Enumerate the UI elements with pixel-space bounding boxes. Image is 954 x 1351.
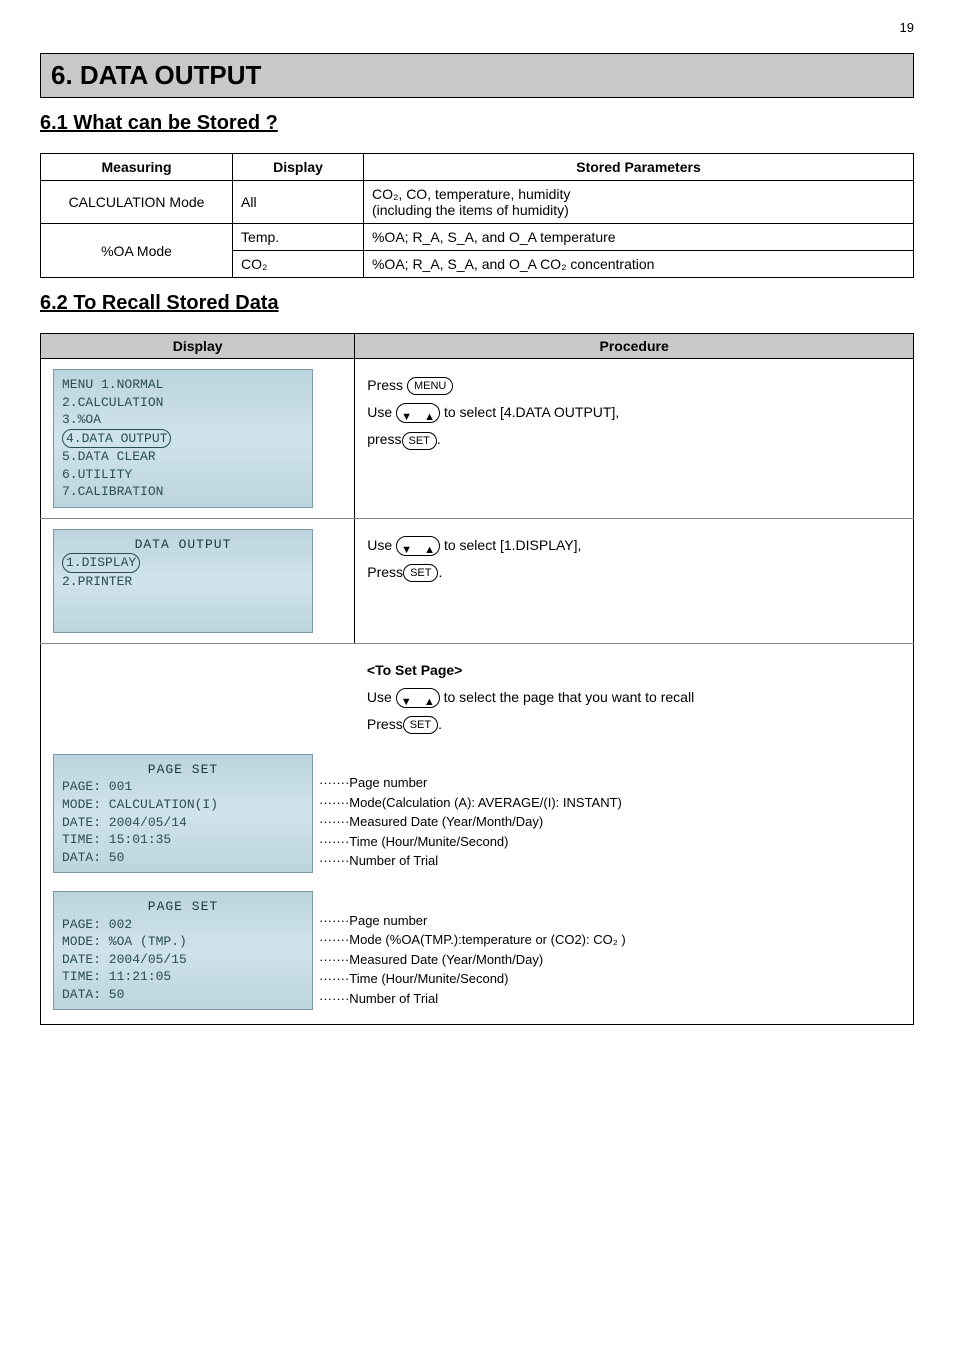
lcd-line: 3.%OA xyxy=(62,411,304,429)
annotation: ·······Time (Hour/Munite/Second) xyxy=(319,969,626,989)
lcd-page-set-1: PAGE SET PAGE: 001 MODE: CALCULATION(I) … xyxy=(53,754,313,873)
stored-params-table: Measuring Display Stored Parameters CALC… xyxy=(40,153,914,278)
updown-button-icon xyxy=(396,536,440,556)
lcd-line: 5.DATA CLEAR xyxy=(62,448,304,466)
set-button-icon: SET xyxy=(402,432,437,450)
table-row: %OA Mode Temp. %OA; R_A, S_A, and O_A te… xyxy=(41,224,914,251)
proc-heading: <To Set Page> xyxy=(367,659,901,681)
annotation: ·······Page number xyxy=(319,911,626,931)
annotation: ·······Measured Date (Year/Month/Day) xyxy=(319,950,626,970)
lcd-line: PAGE: 002 xyxy=(62,916,304,934)
lcd-line: MODE: CALCULATION(I) xyxy=(62,796,304,814)
annotation-block: ·······Page number ·······Mode (%OA(TMP.… xyxy=(313,891,626,1008)
subsection-6-2: 6.2 To Recall Stored Data xyxy=(40,292,914,315)
updown-button-icon xyxy=(396,403,440,423)
lcd-line: DATE: 2004/05/15 xyxy=(62,951,304,969)
table-row: CALCULATION Mode All CO₂, CO, temperatur… xyxy=(41,181,914,224)
lcd-page-set-2: PAGE SET PAGE: 002 MODE: %OA (TMP.) DATE… xyxy=(53,891,313,1010)
col-stored: Stored Parameters xyxy=(363,154,913,181)
annotation: ·······Mode(Calculation (A): AVERAGE/(I)… xyxy=(319,793,622,813)
cell: CALCULATION Mode xyxy=(41,181,233,224)
annotation: ·······Number of Trial xyxy=(319,989,626,1009)
col-procedure: Procedure xyxy=(355,334,914,359)
table-row: DATA OUTPUT 1.DISPLAY 2.PRINTER Use to s… xyxy=(41,518,914,643)
annotation: ·······Time (Hour/Munite/Second) xyxy=(319,832,622,852)
lcd-line: PAGE: 001 xyxy=(62,778,304,796)
menu-button-icon: MENU xyxy=(407,377,453,395)
lcd-line: TIME: 11:21:05 xyxy=(62,968,304,986)
lcd-line: DATE: 2004/05/14 xyxy=(62,814,304,832)
cell: %OA; R_A, S_A, and O_A temperature xyxy=(363,224,913,251)
proc-text: pressSET. xyxy=(367,428,901,450)
lcd-line: 2.PRINTER xyxy=(62,573,304,591)
set-button-icon: SET xyxy=(403,716,438,734)
lcd-line: TIME: 15:01:35 xyxy=(62,831,304,849)
lcd-line: 6.UTILITY xyxy=(62,466,304,484)
lcd-title: PAGE SET xyxy=(62,761,304,779)
col-display: Display xyxy=(233,154,364,181)
procedure-table: Display Procedure MENU 1.NORMAL 2.CALCUL… xyxy=(40,333,914,1025)
proc-text: PressSET. xyxy=(367,561,901,583)
cell: All xyxy=(233,181,364,224)
updown-button-icon xyxy=(396,688,440,708)
cell: CO₂, CO, temperature, humidity (includin… xyxy=(363,181,913,224)
set-button-icon: SET xyxy=(403,564,438,582)
annotation: ·······Measured Date (Year/Month/Day) xyxy=(319,812,622,832)
lcd-line: DATA: 50 xyxy=(62,986,304,1004)
annotation-block: ·······Page number ·······Mode(Calculati… xyxy=(313,754,622,871)
lcd-line: 1.DISPLAY xyxy=(62,553,304,573)
col-display: Display xyxy=(41,334,355,359)
lcd-title: DATA OUTPUT xyxy=(62,536,304,554)
lcd-line: MODE: %OA (TMP.) xyxy=(62,933,304,951)
lcd-data-output-screen: DATA OUTPUT 1.DISPLAY 2.PRINTER xyxy=(53,529,313,633)
cell: Temp. xyxy=(233,224,364,251)
col-measuring: Measuring xyxy=(41,154,233,181)
proc-text: Use to select [4.DATA OUTPUT], xyxy=(367,401,901,423)
lcd-title: PAGE SET xyxy=(62,898,304,916)
cell: %OA; R_A, S_A, and O_A CO₂ concentration xyxy=(363,251,913,278)
lcd-line: 4.DATA OUTPUT xyxy=(62,429,304,449)
table-row: MENU 1.NORMAL 2.CALCULATION 3.%OA 4.DATA… xyxy=(41,359,914,519)
proc-text: Use to select [1.DISPLAY], xyxy=(367,534,901,556)
cell: CO₂ xyxy=(233,251,364,278)
cell: %OA Mode xyxy=(41,224,233,278)
annotation: ·······Mode (%OA(TMP.):temperature or (C… xyxy=(319,930,626,950)
lcd-line: 7.CALIBRATION xyxy=(62,483,304,501)
page-number: 19 xyxy=(40,20,914,35)
lcd-line: 2.CALCULATION xyxy=(62,394,304,412)
lcd-menu-screen: MENU 1.NORMAL 2.CALCULATION 3.%OA 4.DATA… xyxy=(53,369,313,508)
annotation: ·······Number of Trial xyxy=(319,851,622,871)
table-row: <To Set Page> Use to select the page tha… xyxy=(41,643,914,1025)
annotation: ·······Page number xyxy=(319,773,622,793)
section-title: 6. DATA OUTPUT xyxy=(40,53,914,98)
lcd-line: DATA: 50 xyxy=(62,849,304,867)
lcd-line: MENU 1.NORMAL xyxy=(62,376,304,394)
proc-text: PressSET. xyxy=(367,713,901,735)
subsection-6-1: 6.1 What can be Stored ? xyxy=(40,112,914,135)
proc-text: Press MENU xyxy=(367,374,901,396)
proc-text: Use to select the page that you want to … xyxy=(367,686,901,708)
